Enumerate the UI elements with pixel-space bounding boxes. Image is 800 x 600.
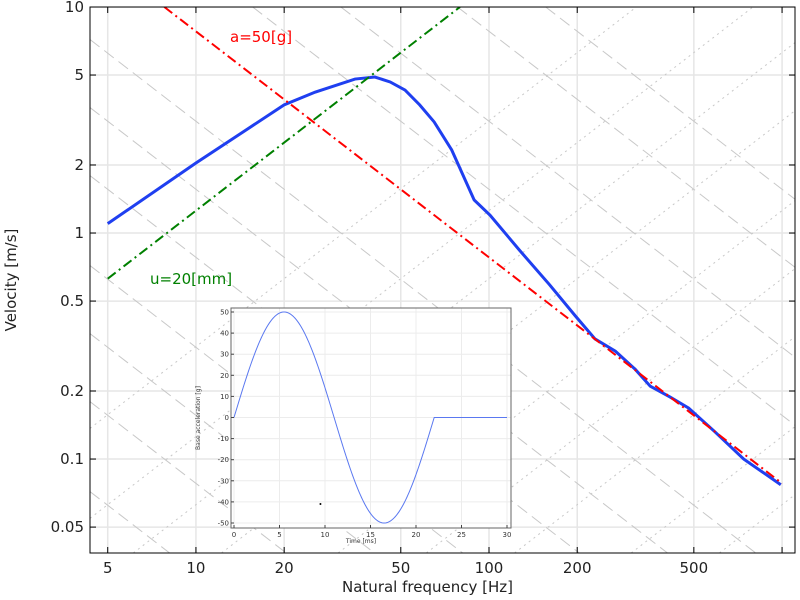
plot-frame: [89, 6, 796, 554]
x-tick-label: 100: [475, 559, 504, 577]
y-tick-label: 0.5: [60, 292, 84, 310]
inset-x-tick-label: 0: [232, 531, 236, 539]
x-tick-label: 5: [103, 559, 113, 577]
srs-curve: [106, 75, 782, 486]
x-tick-label: 200: [563, 559, 592, 577]
y-tick-label: 2: [74, 156, 84, 174]
inset-y-tick-label: -50: [218, 520, 229, 528]
y-tick-label: 5: [74, 66, 84, 84]
inset-x-tick-label: 25: [457, 531, 466, 539]
inset-y-tick-label: 50: [220, 309, 229, 317]
y-axis-label: Velocity [m/s]: [2, 229, 20, 332]
inset-y-axis-label: Base acceleration [g]: [195, 386, 202, 450]
constant-displacement-line: [719, 494, 795, 553]
displacement-limit-line: [107, 7, 461, 280]
displacement-annotation: u=20[mm]: [150, 270, 232, 288]
inset-x-tick-label: 30: [503, 531, 512, 539]
inset-y-tick-label: 0: [225, 414, 229, 422]
inset-y-tick-label: 10: [220, 393, 229, 401]
y-tick-label: 1: [74, 224, 84, 242]
acceleration-annotation: a=50[g]: [230, 28, 292, 46]
y-tick-label: 0.2: [60, 382, 84, 400]
constant-displacement-line: [514, 336, 795, 553]
inset-x-tick-label: 20: [412, 531, 421, 539]
constant-displacement-line: [90, 7, 754, 519]
inset-y-tick-label: -10: [218, 435, 229, 443]
inset-y-tick-label: 20: [220, 372, 229, 380]
inset-x-tick-label: 5: [277, 531, 281, 539]
y-tick-label: 0.1: [60, 450, 84, 468]
x-axis-label: Natural frequency [Hz]: [342, 578, 513, 596]
x-tick-label: 10: [186, 559, 205, 577]
base-acceleration-curve: [233, 311, 507, 524]
inset-x-tick-label: 15: [366, 531, 375, 539]
inset-x-axis-label: Time [ms]: [345, 538, 376, 545]
constant-displacement-line: [630, 426, 795, 553]
constant-acceleration-line: [457, 7, 795, 268]
x-tick-label: 500: [680, 559, 709, 577]
y-tick-label: 10: [65, 0, 84, 16]
inset-y-tick-label: 30: [220, 351, 229, 359]
inset-y-tick-label: -20: [218, 456, 229, 464]
constant-acceleration-line: [340, 7, 795, 358]
inset-y-tick-label: -40: [218, 498, 229, 506]
inset-x-tick-label: 10: [321, 531, 330, 539]
x-tick-label: 20: [275, 559, 294, 577]
marker-point: [319, 503, 322, 506]
y-tick-label: 0.05: [51, 518, 84, 536]
constant-displacement-line: [90, 7, 637, 429]
constant-acceleration-line: [545, 7, 795, 200]
inset-y-tick-label: -30: [218, 477, 229, 485]
constant-acceleration-line: [90, 491, 170, 553]
x-tick-label: 50: [391, 559, 410, 577]
inset-y-tick-label: 40: [220, 330, 229, 338]
constant-acceleration-line: [252, 7, 795, 426]
constant-acceleration-line: [90, 39, 757, 553]
